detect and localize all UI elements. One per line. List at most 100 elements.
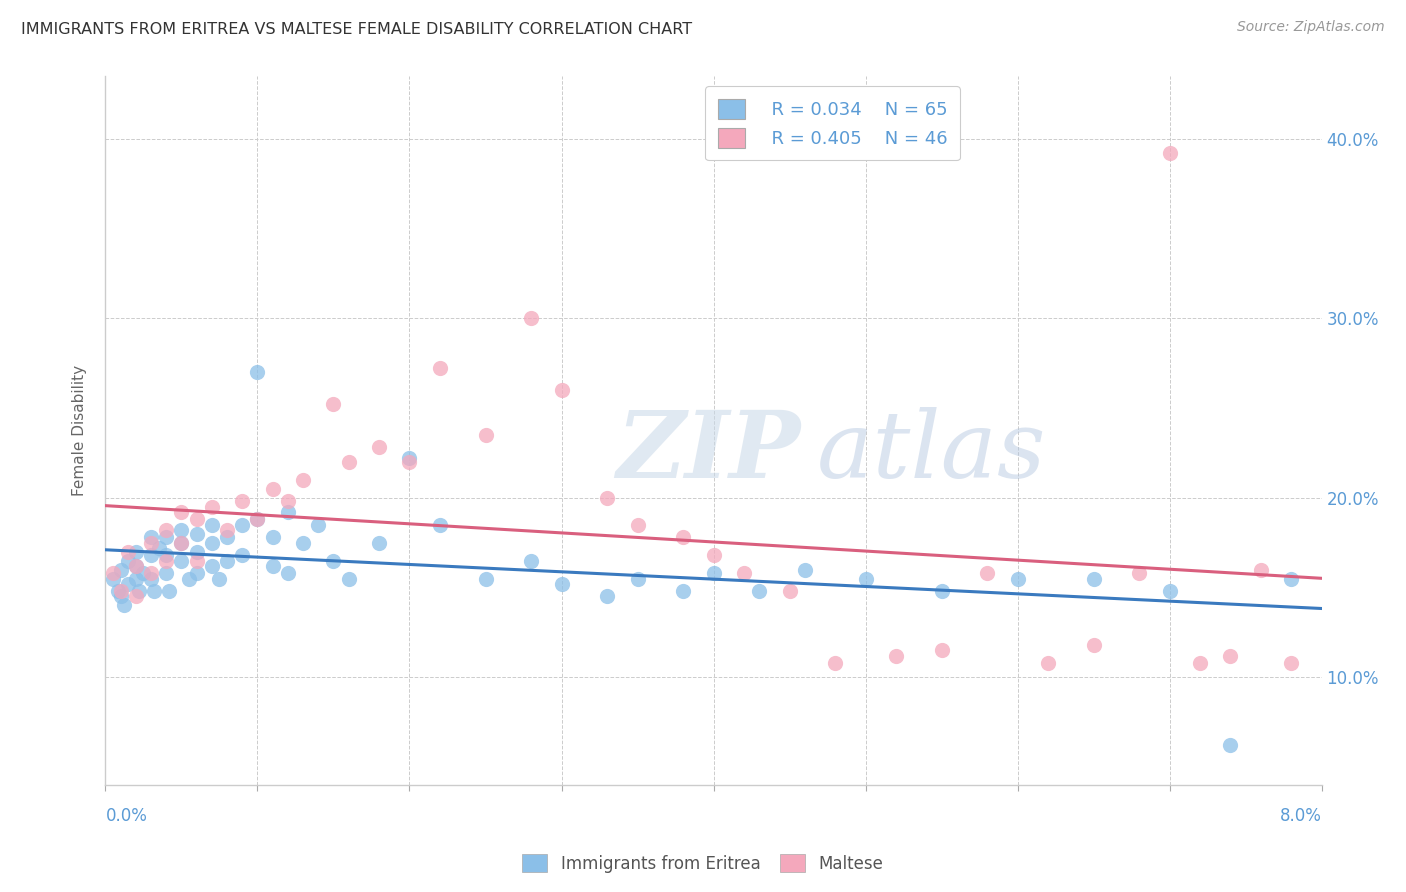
Text: atlas: atlas [817,407,1046,497]
Point [520,311,543,326]
Point [1250,562,1272,576]
Point [125,572,148,586]
Point [824,656,846,670]
Point [208,572,231,586]
Point [368,441,391,455]
Point [1083,572,1105,586]
Point [217,530,239,544]
Point [155,530,177,544]
Point [779,584,801,599]
Point [626,517,648,532]
Point [292,535,315,549]
Point [337,572,360,586]
Point [148,541,170,555]
Point [246,512,269,526]
Point [322,397,344,411]
Text: 8.0%: 8.0% [1279,807,1322,825]
Point [155,548,177,562]
Point [110,562,132,576]
Point [672,530,695,544]
Point [125,590,148,604]
Point [132,566,155,581]
Point [262,482,284,496]
Point [976,566,998,581]
Point [1219,648,1241,663]
Point [231,494,253,508]
Point [101,572,124,586]
Point [337,455,360,469]
Point [429,517,451,532]
Point [157,584,180,599]
Point [231,548,253,562]
Point [931,643,953,657]
Point [155,566,177,581]
Point [201,517,224,532]
Point [596,590,619,604]
Point [550,383,572,397]
Point [201,500,224,514]
Point [474,572,496,586]
Point [125,558,148,573]
Point [110,590,132,604]
Legend:   R = 0.034    N = 65,   R = 0.405    N = 46: R = 0.034 N = 65, R = 0.405 N = 46 [706,87,960,161]
Point [139,572,162,586]
Point [398,455,420,469]
Point [110,584,132,599]
Point [112,599,135,613]
Point [170,505,193,519]
Point [217,523,239,537]
Legend: Immigrants from Eritrea, Maltese: Immigrants from Eritrea, Maltese [516,847,890,880]
Point [277,505,299,519]
Point [855,572,877,586]
Point [143,584,166,599]
Point [322,553,344,567]
Point [1036,656,1059,670]
Point [1279,656,1302,670]
Point [177,572,200,586]
Point [884,648,907,663]
Point [702,548,725,562]
Point [1279,572,1302,586]
Point [101,566,124,581]
Point [107,584,129,599]
Point [1007,572,1029,586]
Point [277,566,299,581]
Point [596,491,619,505]
Point [201,535,224,549]
Point [277,494,299,508]
Point [125,558,148,573]
Point [672,584,695,599]
Point [155,523,177,537]
Point [155,553,177,567]
Point [170,535,193,549]
Point [931,584,953,599]
Text: ZIP: ZIP [616,407,800,497]
Point [398,451,420,466]
Text: 0.0%: 0.0% [105,807,148,825]
Point [793,562,815,576]
Point [186,544,208,558]
Point [702,566,725,581]
Point [474,428,496,442]
Point [125,544,148,558]
Text: Source: ZipAtlas.com: Source: ZipAtlas.com [1237,20,1385,34]
Point [186,526,208,541]
Point [520,553,543,567]
Point [170,523,193,537]
Point [117,553,139,567]
Point [139,530,162,544]
Point [1219,739,1241,753]
Point [128,584,150,599]
Y-axis label: Female Disability: Female Disability [72,365,87,496]
Point [292,473,315,487]
Point [246,365,269,379]
Point [262,558,284,573]
Point [1083,638,1105,652]
Point [139,566,162,581]
Point [1159,146,1181,161]
Point [368,535,391,549]
Point [201,558,224,573]
Point [429,361,451,376]
Point [170,553,193,567]
Point [186,553,208,567]
